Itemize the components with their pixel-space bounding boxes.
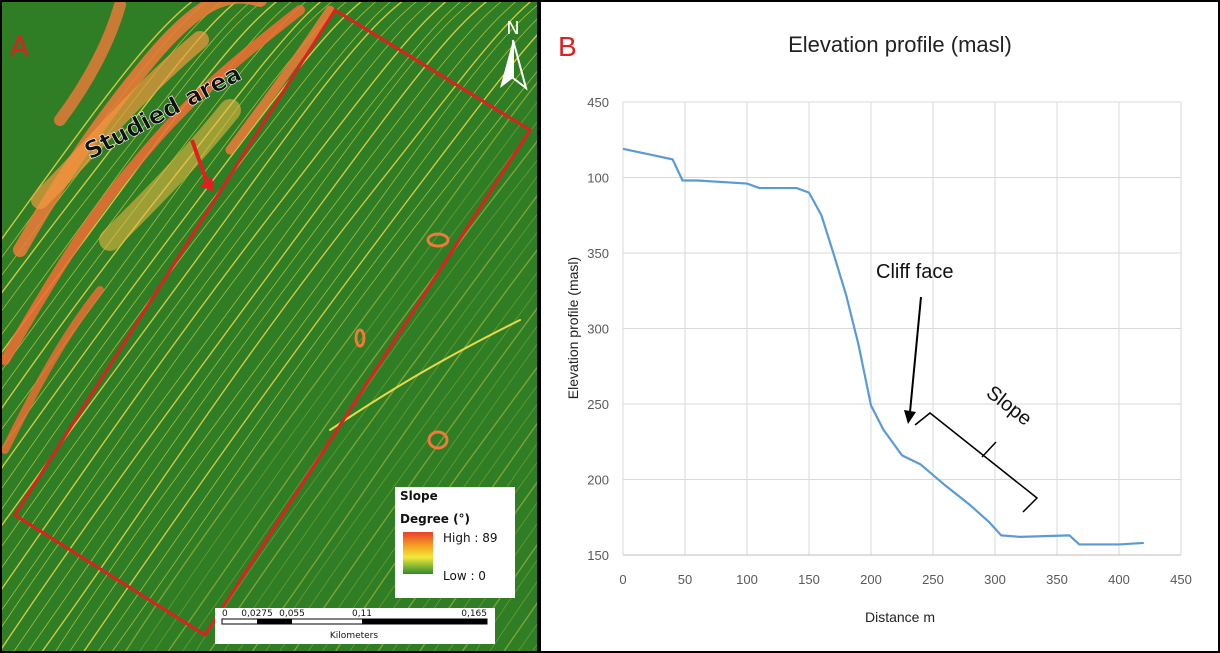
y-tick-label: 300 — [587, 322, 609, 337]
y-tick-label: 200 — [587, 473, 609, 488]
scale-bar-label: 0 — [222, 609, 228, 619]
figure: A Studied area N Slope Degree (°) High :… — [0, 0, 1220, 653]
y-tick-label: 450 — [587, 95, 609, 110]
legend-ramp — [403, 532, 433, 574]
north-label: N — [506, 18, 519, 39]
x-axis-label: Distance m — [865, 609, 935, 625]
chart-title: Elevation profile (masl) — [788, 32, 1012, 57]
x-tick-label: 150 — [798, 572, 820, 587]
chart-panel: B Elevation profile (masl) Distance m El… — [540, 1, 1219, 652]
panel-label: B — [558, 31, 577, 62]
y-tick-label: 350 — [587, 246, 609, 261]
legend-high: High : 89 — [443, 531, 498, 545]
x-tick-label: 100 — [736, 572, 758, 587]
scale-bar-label: 0,0275 — [241, 609, 273, 619]
x-tick-label: 200 — [860, 572, 882, 587]
legend-title: Slope — [400, 489, 438, 503]
panel-label: A — [10, 30, 29, 63]
y-axis-label: Elevation profile (masl) — [565, 257, 581, 399]
scale-bar-label: 0,165 — [461, 609, 487, 619]
legend-low: Low : 0 — [443, 569, 486, 583]
legend-subtitle: Degree (°) — [400, 512, 470, 526]
x-tick-label: 350 — [1046, 572, 1068, 587]
scale-bar-label: 0,11 — [352, 609, 372, 619]
chart-background — [540, 1, 1219, 652]
y-tick-label: 150 — [587, 548, 609, 563]
scale-bar-unit: Kilometers — [330, 631, 378, 641]
x-tick-label: 0 — [619, 572, 626, 587]
y-tick-label: 250 — [587, 397, 609, 412]
scale-bar-segment — [362, 619, 487, 624]
x-tick-label: 450 — [1170, 572, 1192, 587]
x-tick-label: 50 — [678, 572, 692, 587]
scale-bar-label: 0,055 — [279, 609, 305, 619]
x-tick-label: 250 — [922, 572, 944, 587]
scale-bar-segment — [257, 619, 292, 624]
x-tick-label: 400 — [1108, 572, 1130, 587]
x-tick-label: 300 — [984, 572, 1006, 587]
y-tick-label: 100 — [587, 171, 609, 186]
annotation: Cliff face — [876, 261, 953, 283]
